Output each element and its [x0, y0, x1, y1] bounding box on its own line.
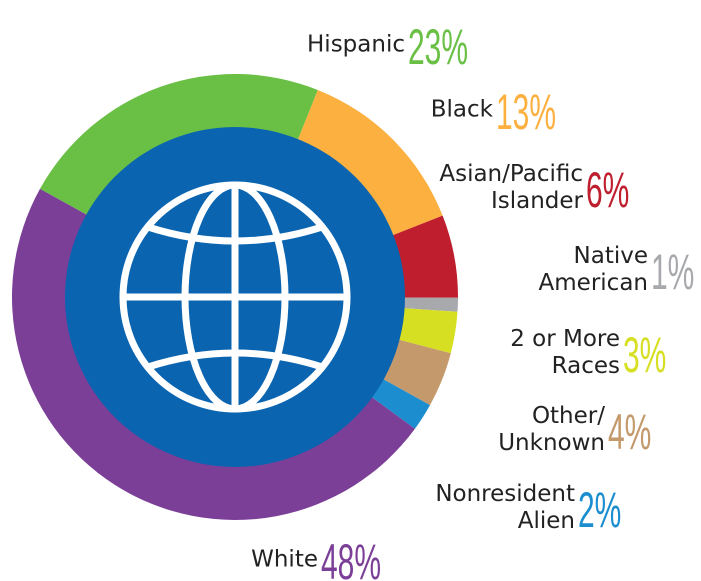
ring [11, 73, 458, 521]
value-label: 3% [623, 327, 667, 383]
segment-label: Other/ Unknown [498, 403, 605, 456]
value-label: 2% [578, 482, 622, 538]
donut-segment [397, 308, 458, 354]
segment-label: 2 or More Races [510, 326, 620, 379]
segment-label: Hispanic [307, 31, 405, 58]
value-label: 6% [586, 162, 630, 218]
donut-segment [11, 188, 415, 521]
value-label: 23% [408, 19, 469, 75]
value-label: 1% [651, 244, 695, 300]
donut-segment [402, 297, 458, 312]
segment-label: Black [430, 96, 493, 123]
value-label: 13% [496, 84, 557, 140]
value-label: 48% [321, 534, 382, 581]
donut-segment [381, 339, 451, 406]
donut-segment [39, 73, 318, 216]
segment-label: White [251, 546, 318, 573]
segment-label: Asian/Pacific Islander [439, 161, 583, 214]
donut-segment [391, 215, 458, 298]
segment-label: Nonresident Alien [435, 481, 575, 534]
donut-segment [370, 378, 431, 429]
value-label: 4% [608, 404, 652, 460]
globe-icon [119, 181, 351, 413]
donut-segment [297, 89, 443, 236]
segment-label: Native American [538, 243, 648, 296]
